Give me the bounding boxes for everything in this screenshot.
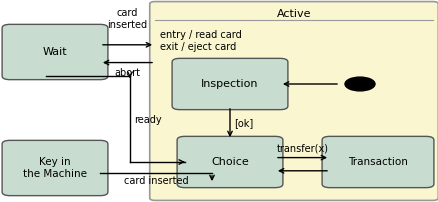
Text: card inserted: card inserted: [124, 176, 188, 186]
Text: ready: ready: [134, 115, 161, 125]
FancyBboxPatch shape: [321, 136, 433, 188]
FancyBboxPatch shape: [172, 58, 287, 110]
Text: Wait: Wait: [42, 47, 67, 57]
FancyBboxPatch shape: [2, 24, 108, 80]
FancyBboxPatch shape: [2, 140, 108, 196]
Text: Key in
the Machine: Key in the Machine: [23, 157, 87, 179]
Text: [ok]: [ok]: [233, 118, 253, 128]
Circle shape: [344, 77, 374, 91]
Text: Inspection: Inspection: [201, 79, 258, 89]
Text: transfer(x): transfer(x): [276, 144, 328, 154]
Text: Transaction: Transaction: [347, 157, 407, 167]
Text: Active: Active: [276, 9, 311, 19]
Text: abort: abort: [114, 68, 140, 78]
Text: Choice: Choice: [211, 157, 248, 167]
Text: entry / read card
exit / eject card: entry / read card exit / eject card: [159, 30, 241, 52]
FancyBboxPatch shape: [149, 2, 437, 200]
FancyBboxPatch shape: [177, 136, 282, 188]
Text: card
inserted: card inserted: [107, 8, 147, 30]
